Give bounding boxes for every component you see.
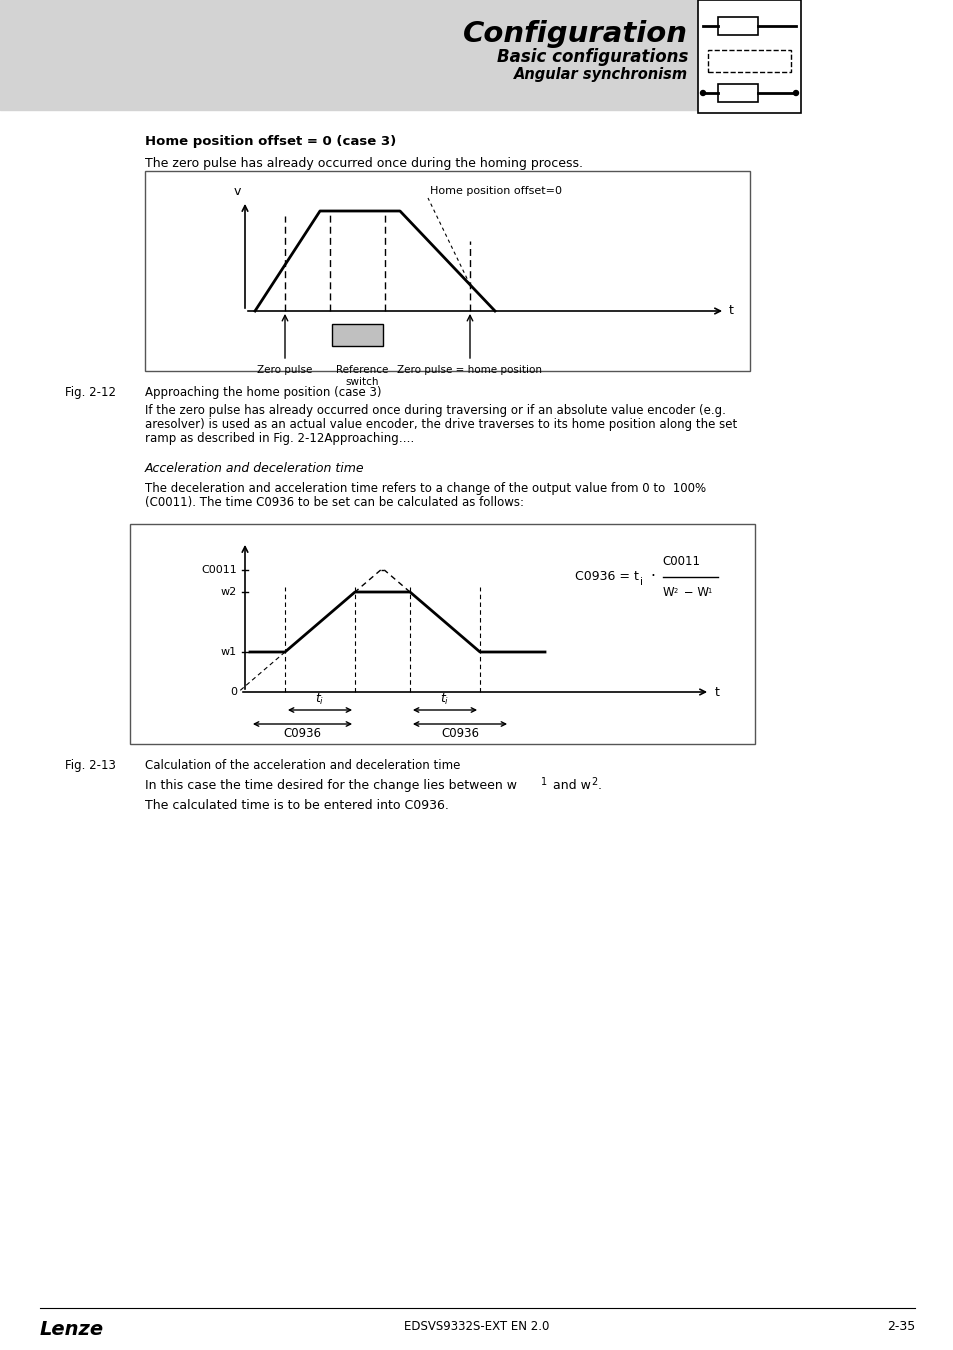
- Bar: [145, 171, 749, 371]
- Text: In this case the time desired for the change lies between w: In this case the time desired for the ch…: [145, 779, 517, 792]
- Bar: [718, 18, 758, 35]
- Circle shape: [793, 90, 798, 96]
- Bar: [718, 84, 758, 103]
- Text: ·: ·: [649, 570, 654, 585]
- Text: .: .: [598, 779, 601, 792]
- Text: The zero pulse has already occurred once during the homing process.: The zero pulse has already occurred once…: [145, 157, 582, 170]
- Text: 2-35: 2-35: [886, 1320, 914, 1332]
- Text: 1: 1: [540, 778, 547, 787]
- Text: t: t: [714, 686, 720, 698]
- Text: Lenze: Lenze: [40, 1320, 104, 1339]
- Text: w1: w1: [221, 647, 236, 657]
- Text: (C0011). The time C0936 to be set can be calculated as follows:: (C0011). The time C0936 to be set can be…: [145, 495, 523, 509]
- Text: Zero pulse: Zero pulse: [257, 364, 313, 375]
- Text: 2: 2: [590, 778, 597, 787]
- Text: C0936: C0936: [283, 728, 321, 740]
- Text: C0011: C0011: [661, 555, 700, 568]
- Text: The calculated time is to be entered into C0936.: The calculated time is to be entered int…: [145, 799, 449, 811]
- Text: Home position offset = 0 (case 3): Home position offset = 0 (case 3): [145, 135, 395, 148]
- Text: aresolver) is used as an actual value encoder, the drive traverses to its home p: aresolver) is used as an actual value en…: [145, 418, 737, 431]
- Text: Reference
switch: Reference switch: [335, 364, 388, 386]
- Text: Approaching the home position (case 3): Approaching the home position (case 3): [145, 386, 381, 400]
- Text: $_2$: $_2$: [672, 586, 678, 595]
- Text: Fig. 2-13: Fig. 2-13: [65, 759, 115, 772]
- Text: Acceleration and deceleration time: Acceleration and deceleration time: [145, 462, 364, 475]
- Text: $t_i$: $t_i$: [440, 693, 449, 707]
- Text: and w: and w: [548, 779, 590, 792]
- Text: If the zero pulse has already occurred once during traversing or if an absolute : If the zero pulse has already occurred o…: [145, 404, 725, 417]
- Text: W: W: [662, 586, 674, 599]
- Bar: [332, 324, 382, 346]
- Bar: [130, 524, 754, 744]
- Text: C0011: C0011: [201, 566, 236, 575]
- Text: Fig. 2-12: Fig. 2-12: [65, 386, 116, 400]
- Text: 0: 0: [230, 687, 236, 697]
- Text: Calculation of the acceleration and deceleration time: Calculation of the acceleration and dece…: [145, 759, 460, 772]
- Text: t: t: [728, 305, 733, 317]
- Bar: [698, 0, 801, 113]
- Text: Zero pulse = home position: Zero pulse = home position: [397, 364, 542, 375]
- Bar: [0, 0, 700, 109]
- Text: $t_i$: $t_i$: [315, 693, 324, 707]
- Circle shape: [700, 90, 705, 96]
- Text: − W: − W: [679, 586, 708, 599]
- Text: Basic configurations: Basic configurations: [497, 49, 687, 66]
- Text: The deceleration and acceleration time refers to a change of the output value fr: The deceleration and acceleration time r…: [145, 482, 705, 495]
- Text: $_1$: $_1$: [706, 586, 712, 595]
- Text: Angular synchronism: Angular synchronism: [514, 68, 687, 82]
- Text: C0936: C0936: [440, 728, 478, 740]
- Text: w2: w2: [220, 587, 236, 597]
- Text: EDSVS9332S-EXT EN 2.0: EDSVS9332S-EXT EN 2.0: [404, 1320, 549, 1332]
- Text: v: v: [233, 185, 241, 198]
- Text: i: i: [639, 576, 642, 587]
- Text: Home position offset=0: Home position offset=0: [430, 186, 561, 196]
- Text: C0936 = t: C0936 = t: [575, 571, 639, 583]
- Text: ramp as described in Fig. 2-12Approaching….: ramp as described in Fig. 2-12Approachin…: [145, 432, 414, 446]
- Bar: [707, 50, 790, 72]
- Text: Configuration: Configuration: [462, 20, 687, 49]
